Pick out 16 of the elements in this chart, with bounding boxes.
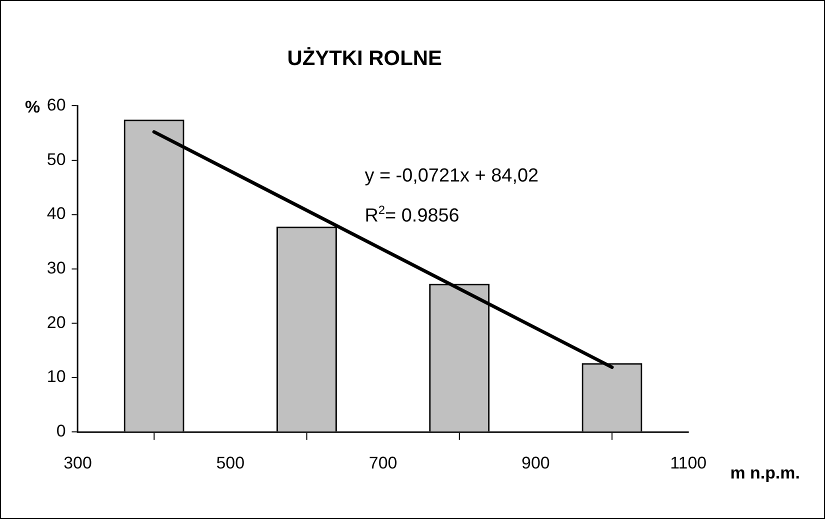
chart-title: UŻYTKI ROLNE — [287, 47, 442, 70]
y-tick-label: 60 — [46, 95, 66, 114]
annotation: y = -0,0721x + 84,02 — [364, 166, 539, 186]
x-tick-label: 700 — [368, 454, 398, 473]
y-axis-title: % — [24, 97, 40, 116]
y-tick-label: 20 — [46, 312, 66, 332]
y-tick-label: 50 — [46, 150, 66, 169]
y-tick-label: 10 — [46, 367, 66, 386]
y-tick-label: 30 — [46, 258, 66, 278]
x-tick-label: 900 — [522, 454, 550, 473]
y-tick-label: 40 — [46, 204, 66, 224]
x-tick-label: 300 — [64, 454, 92, 473]
x-tick-label: 1100 — [670, 454, 707, 473]
y-tick-label: 0 — [56, 422, 66, 441]
x-tick-label: 500 — [216, 454, 245, 473]
x-axis-title: m n.p.m. — [730, 463, 800, 482]
